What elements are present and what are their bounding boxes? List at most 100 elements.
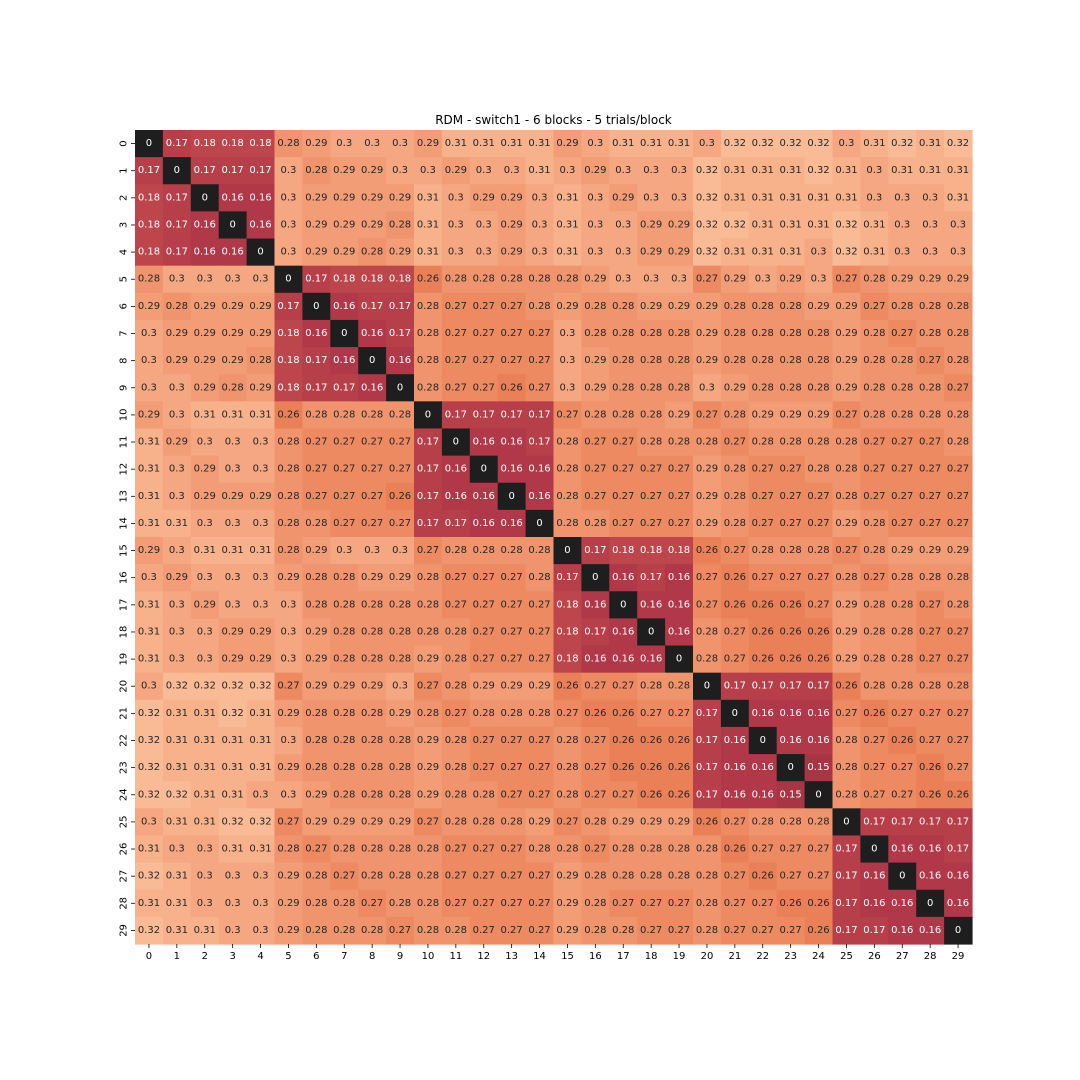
cell-value-label: 0.27 bbox=[807, 572, 829, 583]
heatmap-cell bbox=[469, 401, 499, 430]
cell-value-label: 0.26 bbox=[724, 844, 746, 855]
cell-value-label: 0.27 bbox=[640, 898, 662, 909]
heatmap-cell bbox=[330, 645, 359, 674]
heatmap-cell bbox=[302, 645, 331, 674]
heatmap-cell bbox=[190, 292, 220, 321]
heatmap-cell bbox=[916, 211, 945, 240]
cell-value-label: 0.3 bbox=[280, 599, 296, 610]
cell-value-label: 0.29 bbox=[194, 491, 216, 502]
heatmap-cell bbox=[720, 699, 750, 728]
cell-value-label: 0.29 bbox=[166, 328, 188, 339]
heatmap-cell bbox=[386, 726, 415, 755]
cell-value-label: 0 bbox=[648, 626, 654, 637]
heatmap-cell bbox=[469, 374, 499, 402]
cell-value-label: 0.28 bbox=[612, 844, 634, 855]
heatmap-cell bbox=[414, 618, 443, 647]
heatmap-cell bbox=[302, 157, 331, 185]
cell-value-label: 0.28 bbox=[612, 301, 634, 312]
cell-value-label: 0.16 bbox=[501, 464, 523, 475]
heatmap-cell bbox=[944, 292, 973, 321]
cell-value-label: 0.3 bbox=[253, 437, 269, 448]
heatmap-cell bbox=[135, 509, 164, 538]
cell-value-label: 0.3 bbox=[225, 274, 241, 285]
heatmap-cell bbox=[944, 347, 973, 375]
heatmap-cell bbox=[246, 808, 276, 837]
heatmap-cell bbox=[441, 862, 471, 891]
cell-value-label: 0.27 bbox=[473, 762, 495, 773]
cell-value-label: 0.28 bbox=[445, 925, 467, 936]
heatmap-cell bbox=[135, 645, 164, 674]
heatmap-cell bbox=[414, 482, 443, 511]
heatmap-cell bbox=[386, 618, 415, 647]
cell-value-label: 0.29 bbox=[361, 165, 383, 176]
heatmap-cell bbox=[832, 482, 861, 511]
heatmap-cell bbox=[469, 130, 499, 158]
heatmap-cell bbox=[609, 699, 638, 728]
cell-value-label: 0.27 bbox=[501, 599, 523, 610]
cell-value-label: 0.17 bbox=[947, 816, 969, 827]
cell-value-label: 0.29 bbox=[389, 708, 411, 719]
cell-value-label: 0.27 bbox=[389, 437, 411, 448]
heatmap-cell bbox=[748, 455, 778, 484]
cell-value-label: 0.27 bbox=[445, 355, 467, 366]
cell-value-label: 0.28 bbox=[668, 382, 690, 393]
heatmap-cell bbox=[497, 618, 527, 647]
cell-value-label: 0 bbox=[787, 762, 793, 773]
cell-value-label: 0.29 bbox=[696, 301, 718, 312]
heatmap-cells bbox=[135, 130, 973, 945]
y-tick-label: 0 bbox=[119, 140, 130, 146]
cell-value-label: 0.27 bbox=[807, 599, 829, 610]
cell-value-label: 0.28 bbox=[166, 301, 188, 312]
x-tick-label: 24 bbox=[812, 951, 825, 962]
heatmap-cell bbox=[190, 184, 220, 212]
heatmap-cell bbox=[637, 374, 666, 402]
heatmap-cell bbox=[358, 537, 387, 565]
heatmap-cell bbox=[888, 292, 917, 321]
heatmap-cell bbox=[441, 754, 471, 782]
heatmap-cell bbox=[609, 401, 638, 430]
heatmap-cell bbox=[386, 428, 415, 457]
heatmap-cell bbox=[553, 835, 582, 864]
x-tick-label: 26 bbox=[868, 951, 881, 962]
cell-value-label: 0.28 bbox=[752, 437, 774, 448]
heatmap-cell bbox=[441, 265, 471, 294]
cell-value-label: 0.27 bbox=[752, 925, 774, 936]
heatmap-cell bbox=[804, 130, 834, 158]
cell-value-label: 0.32 bbox=[807, 165, 829, 176]
heatmap-cell bbox=[720, 482, 750, 511]
heatmap-cell bbox=[246, 428, 276, 457]
cell-value-label: 0.29 bbox=[166, 572, 188, 583]
cell-value-label: 0.3 bbox=[280, 165, 296, 176]
heatmap-cell bbox=[135, 347, 164, 375]
heatmap-cell bbox=[469, 835, 499, 864]
heatmap-cell bbox=[330, 618, 359, 647]
cell-value-label: 0.29 bbox=[194, 464, 216, 475]
heatmap-cell bbox=[302, 509, 331, 538]
heatmap-cell bbox=[637, 862, 666, 891]
cell-value-label: 0.17 bbox=[640, 572, 662, 583]
heatmap-cell bbox=[135, 781, 164, 809]
heatmap-cell bbox=[386, 238, 415, 267]
cell-value-label: 0.31 bbox=[473, 138, 495, 149]
heatmap-cell bbox=[469, 265, 499, 294]
heatmap-cell bbox=[330, 319, 359, 348]
cell-value-label: 0.27 bbox=[863, 572, 885, 583]
cell-value-label: 0.31 bbox=[194, 409, 216, 420]
heatmap-cell bbox=[246, 455, 276, 484]
heatmap-cell bbox=[525, 347, 555, 375]
heatmap-cell bbox=[748, 347, 778, 375]
heatmap-cell bbox=[860, 699, 889, 728]
cell-value-label: 0.32 bbox=[947, 138, 969, 149]
heatmap-cell bbox=[469, 591, 499, 619]
heatmap-cell bbox=[916, 672, 945, 701]
heatmap-cell bbox=[609, 916, 638, 945]
cell-value-label: 0.28 bbox=[417, 328, 439, 339]
cell-value-label: 0.17 bbox=[696, 789, 718, 800]
cell-value-label: 0.32 bbox=[696, 219, 718, 230]
heatmap-cell bbox=[916, 591, 945, 619]
heatmap-cell bbox=[693, 862, 722, 891]
heatmap-cell bbox=[553, 238, 582, 267]
heatmap-cell bbox=[246, 916, 276, 945]
heatmap-cell bbox=[330, 672, 359, 701]
heatmap-cell bbox=[944, 699, 973, 728]
